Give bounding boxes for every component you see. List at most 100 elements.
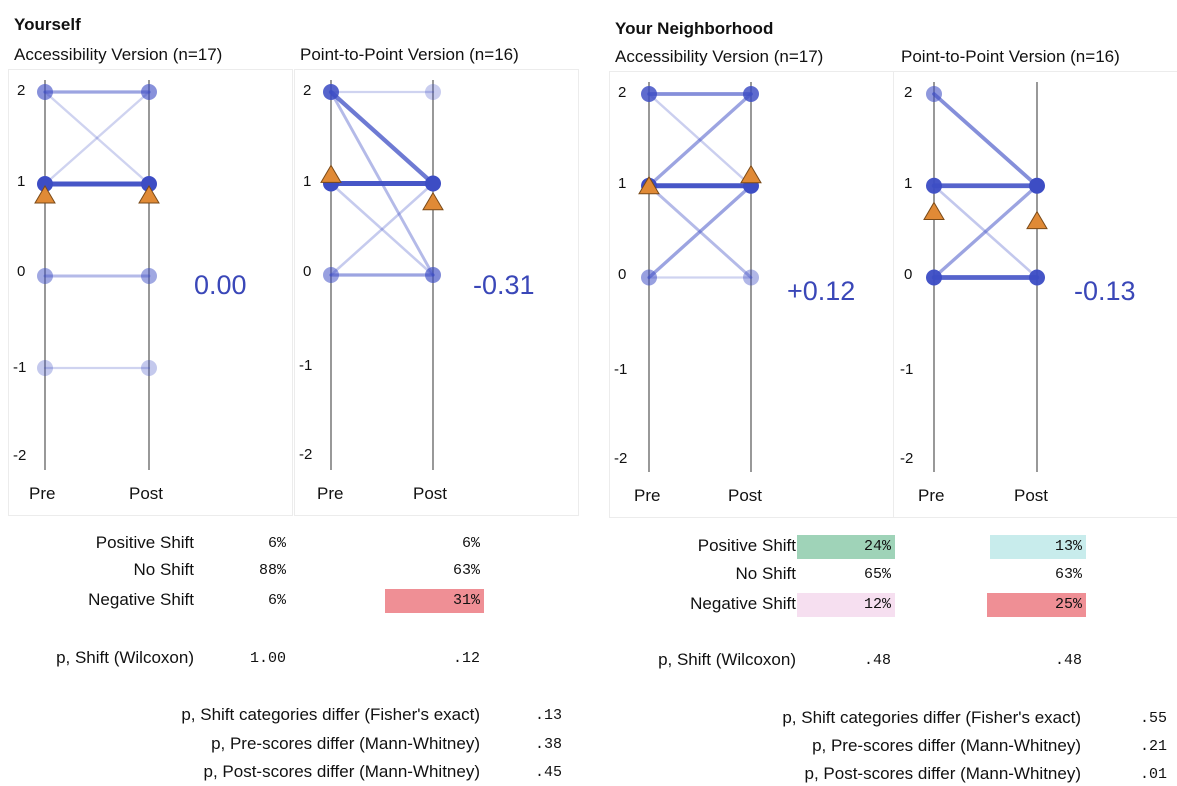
mean-marker-post — [1026, 210, 1048, 230]
y-tick-label: -1 — [614, 361, 628, 378]
x-label-post: Post — [129, 484, 164, 503]
group-title-yourself: Yourself — [14, 15, 81, 34]
score-point — [1029, 269, 1045, 286]
y-tick-label: 2 — [618, 84, 627, 101]
mean-shift-value: +0.12 — [787, 276, 856, 306]
stat-value-positive: 6% — [267, 535, 286, 552]
mean-shift-value: -0.31 — [473, 270, 535, 300]
x-label-post: Post — [1014, 486, 1049, 505]
stat-value-p-shift: 1.00 — [249, 650, 286, 667]
mean-marker-pre — [34, 185, 56, 204]
score-point — [926, 177, 942, 194]
test-value-post-mw: .45 — [535, 764, 563, 781]
y-tick-label: 2 — [904, 84, 913, 101]
panel-title-yourself-accessibility: Accessibility Version (n=17) — [14, 45, 223, 64]
score-point — [425, 84, 441, 100]
y-tick-label: -1 — [299, 357, 313, 374]
y-tick-label: 0 — [904, 266, 913, 283]
stat-label-negative-shift: Negative Shift — [690, 594, 796, 613]
transition-line — [43, 90, 151, 186]
mean-marker-post — [138, 185, 160, 204]
test-value-pre-mw: .21 — [1140, 738, 1168, 755]
test-label-fisher: p, Shift categories differ (Fisher's exa… — [782, 708, 1081, 727]
panel-title-yourself-p2p: Point-to-Point Version (n=16) — [300, 45, 519, 64]
stat-value-negative: 6% — [267, 592, 286, 609]
mean-marker-pre — [923, 201, 945, 220]
test-value-pre-mw: .38 — [535, 736, 563, 753]
y-tick-label: -2 — [614, 450, 628, 467]
stat-value-negative-highlighted: 25% — [987, 593, 1086, 617]
chart-panel-yourself-accessibility: 2 1 0 -1 -2 Pre Post 0.00 — [8, 69, 293, 516]
y-tick-label: 1 — [618, 175, 627, 192]
transition-line — [932, 184, 1039, 280]
score-point — [926, 86, 942, 102]
y-tick-label: 2 — [303, 82, 312, 99]
test-label-fisher: p, Shift categories differ (Fisher's exa… — [181, 705, 480, 724]
stat-label-no-shift: No Shift — [133, 560, 194, 579]
transition-line — [328, 89, 436, 186]
transition-line — [932, 92, 1039, 188]
x-label-post: Post — [413, 484, 448, 503]
score-point — [141, 84, 157, 100]
score-point — [37, 268, 53, 284]
group-title-neighborhood: Your Neighborhood — [615, 19, 774, 38]
y-tick-label: 0 — [618, 266, 627, 283]
score-point — [141, 176, 157, 192]
mean-marker-pre — [638, 175, 660, 195]
y-tick-label: -2 — [900, 450, 914, 467]
chart-yourself-accessibility — [34, 80, 160, 470]
y-tick-label: 1 — [904, 175, 913, 192]
test-label-post-mw: p, Post-scores differ (Mann-Whitney) — [203, 762, 481, 781]
stat-value-positive: 6% — [461, 535, 480, 552]
mean-shift-value: 0.00 — [194, 270, 247, 300]
test-value-fisher: .55 — [1140, 710, 1168, 727]
score-point — [37, 176, 53, 192]
chart-neighborhood-p2p — [923, 82, 1048, 472]
test-value-post-mw: .01 — [1140, 766, 1168, 783]
panel-title-neighborhood-p2p: Point-to-Point Version (n=16) — [901, 47, 1120, 66]
chart-neighborhood-accessibility — [638, 82, 762, 472]
y-tick-label: 1 — [303, 173, 312, 190]
stat-value-positive-highlighted: 13% — [990, 535, 1086, 559]
score-point — [141, 268, 157, 284]
chart-panel-yourself-p2p: 2 1 0 -1 -2 Pre Post -0.31 — [294, 69, 579, 516]
stat-value-negative-highlighted: 31% — [385, 589, 484, 613]
score-point — [425, 267, 441, 283]
score-point — [641, 86, 657, 102]
score-point — [323, 84, 339, 100]
transition-line — [647, 184, 753, 280]
y-tick-label: 0 — [17, 263, 26, 280]
stat-value-none: 65% — [863, 566, 891, 583]
x-label-post: Post — [728, 486, 763, 505]
stat-label-negative-shift: Negative Shift — [88, 590, 194, 609]
y-tick-label: -2 — [299, 446, 313, 463]
stat-value-p-shift: .48 — [1054, 652, 1082, 669]
score-point — [141, 360, 157, 376]
transition-line — [647, 92, 753, 188]
test-label-post-mw: p, Post-scores differ (Mann-Whitney) — [804, 764, 1082, 783]
y-tick-label: 1 — [17, 173, 26, 190]
score-point — [743, 269, 759, 286]
stat-value-positive-highlighted: 24% — [797, 535, 895, 559]
mean-marker-post — [422, 191, 444, 211]
mean-marker-post — [740, 164, 762, 184]
test-label-pre-mw: p, Pre-scores differ (Mann-Whitney) — [211, 734, 480, 753]
stat-label-p-shift: p, Shift (Wilcoxon) — [56, 648, 194, 667]
test-value-fisher: .13 — [535, 707, 563, 724]
transition-line — [329, 182, 435, 277]
score-point — [37, 84, 53, 100]
stat-value-none: 88% — [258, 562, 286, 579]
score-point — [323, 267, 339, 283]
stat-label-positive-shift: Positive Shift — [95, 533, 194, 552]
stat-label-p-shift: p, Shift (Wilcoxon) — [658, 650, 796, 669]
x-label-pre: Pre — [634, 486, 661, 505]
y-tick-label: -2 — [13, 447, 27, 464]
stat-value-none: 63% — [452, 562, 480, 579]
stat-value-p-shift: .12 — [452, 650, 480, 667]
y-tick-label: -1 — [13, 359, 27, 376]
x-label-pre: Pre — [918, 486, 945, 505]
transition-line — [43, 90, 151, 186]
mean-marker-pre — [320, 164, 342, 183]
panel-title-neighborhood-accessibility: Accessibility Version (n=17) — [615, 47, 824, 66]
score-point — [641, 269, 657, 286]
